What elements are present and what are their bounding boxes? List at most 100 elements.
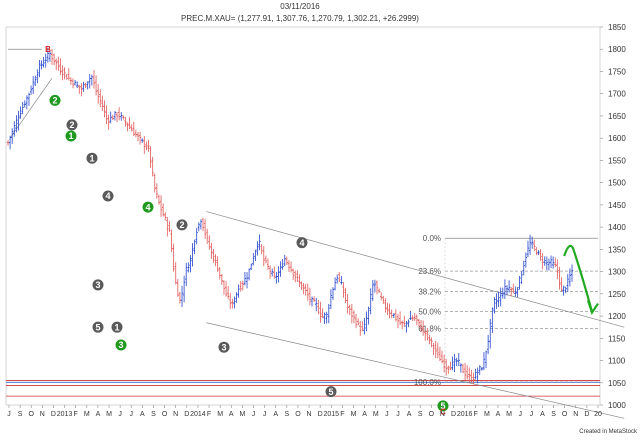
- fib-level-label: 61.8%: [418, 325, 441, 334]
- price-bar: [543, 256, 546, 266]
- price-bar: [317, 300, 320, 315]
- channel-line: [206, 322, 625, 419]
- price-bar: [476, 367, 479, 384]
- x-tick-label: J: [129, 411, 133, 418]
- price-bar: [486, 334, 490, 355]
- price-bar: [105, 105, 108, 125]
- price-bar: [386, 302, 389, 316]
- price-bar: [40, 60, 43, 70]
- wave-label-text: 5: [95, 322, 100, 332]
- price-bar: [187, 262, 190, 273]
- price-bar: [524, 252, 528, 268]
- price-bar: [338, 272, 341, 283]
- price-bar: [371, 280, 375, 301]
- x-tick-label: A: [96, 411, 101, 418]
- x-tick-label: O: [28, 411, 34, 418]
- price-bar: [287, 260, 291, 272]
- price-bar: [570, 264, 574, 282]
- price-bar: [107, 114, 110, 130]
- price-bar: [361, 321, 364, 332]
- wave-label-text: 2: [179, 220, 184, 230]
- price-bar: [468, 367, 471, 383]
- price-bar: [367, 306, 370, 325]
- price-bar: [61, 65, 64, 81]
- price-bar: [189, 255, 192, 273]
- x-tick-label: N: [573, 411, 578, 418]
- price-bar: [436, 342, 440, 359]
- price-bar: [235, 292, 238, 303]
- fib-level-label: 38.2%: [418, 288, 441, 297]
- price-bar: [564, 286, 567, 294]
- price-bar: [426, 328, 429, 341]
- price-bar: [472, 372, 475, 385]
- price-bar: [122, 115, 125, 120]
- price-bar: [447, 365, 450, 374]
- price-bar: [373, 279, 377, 293]
- chart-date: 03/11/2016: [280, 2, 320, 11]
- price-bar: [229, 292, 232, 309]
- price-bar: [258, 234, 261, 251]
- price-bar: [44, 53, 47, 68]
- x-tick-label: S: [18, 411, 23, 418]
- price-bar: [218, 267, 221, 280]
- price-bar: [103, 100, 106, 118]
- price-bar: [88, 73, 91, 89]
- credit-text: Created in MetaStock: [579, 429, 638, 435]
- x-tick-label: N: [440, 411, 445, 418]
- price-bar: [541, 253, 544, 270]
- price-bar: [432, 342, 435, 355]
- price-bar: [512, 283, 515, 294]
- y-tick-label: 1000: [608, 401, 626, 410]
- price-bar: [159, 195, 163, 217]
- price-bar: [327, 303, 330, 324]
- price-bar: [216, 256, 219, 272]
- price-bar: [212, 249, 215, 263]
- price-bar: [491, 307, 494, 333]
- price-bar: [172, 243, 175, 272]
- y-tick-label: 1200: [608, 312, 626, 321]
- price-bar: [400, 320, 404, 330]
- price-bar: [273, 266, 276, 279]
- price-bar: [497, 291, 500, 307]
- price-bar: [222, 280, 226, 295]
- x-tick-label: 20: [594, 411, 602, 418]
- price-bar: [208, 235, 211, 250]
- price-bar: [539, 249, 542, 261]
- price-bar: [270, 268, 274, 277]
- wave-label-text: 2: [69, 120, 74, 130]
- wave-label-text: 5: [328, 387, 333, 397]
- price-bar: [445, 359, 448, 376]
- wave-label: 5: [325, 386, 337, 398]
- price-bar: [151, 156, 154, 177]
- price-bar: [459, 363, 463, 373]
- x-tick-label: N: [307, 411, 312, 418]
- price-bar: [277, 266, 280, 283]
- price-bar: [80, 83, 83, 97]
- price-bar: [195, 228, 198, 245]
- price-bar: [29, 85, 33, 95]
- price-bar: [264, 255, 268, 264]
- price-bar: [279, 261, 282, 277]
- price-bar: [344, 287, 347, 303]
- price-bar: [340, 275, 343, 285]
- price-bar: [384, 298, 387, 313]
- price-bar: [493, 297, 496, 314]
- price-bar: [348, 304, 351, 316]
- x-tick-label: J: [530, 411, 534, 418]
- wave-badge: [92, 321, 104, 333]
- price-bar: [308, 287, 312, 306]
- projection-arrowhead: [586, 300, 599, 315]
- price-bar: [153, 173, 156, 193]
- price-bar: [262, 245, 265, 267]
- price-bar: [138, 131, 142, 145]
- x-tick-label: S: [284, 411, 289, 418]
- y-tick-label: 1800: [608, 45, 626, 54]
- price-bar: [149, 146, 152, 168]
- price-bar: [482, 352, 486, 371]
- wave-label: 2: [49, 94, 61, 106]
- price-bar: [115, 111, 119, 123]
- price-bar: [6, 140, 10, 146]
- wave-label: B: [45, 45, 51, 54]
- x-tick-label: O: [162, 411, 168, 418]
